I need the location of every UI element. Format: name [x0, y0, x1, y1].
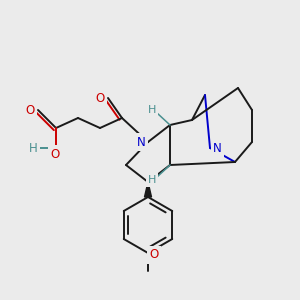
- Text: H: H: [28, 142, 38, 154]
- Text: O: O: [50, 148, 60, 160]
- Text: O: O: [26, 103, 34, 116]
- Text: N: N: [136, 136, 146, 148]
- Text: H: H: [148, 105, 156, 115]
- Polygon shape: [145, 182, 152, 197]
- Text: H: H: [148, 175, 156, 185]
- Text: N: N: [213, 142, 221, 154]
- Text: O: O: [95, 92, 105, 104]
- Text: O: O: [149, 248, 159, 262]
